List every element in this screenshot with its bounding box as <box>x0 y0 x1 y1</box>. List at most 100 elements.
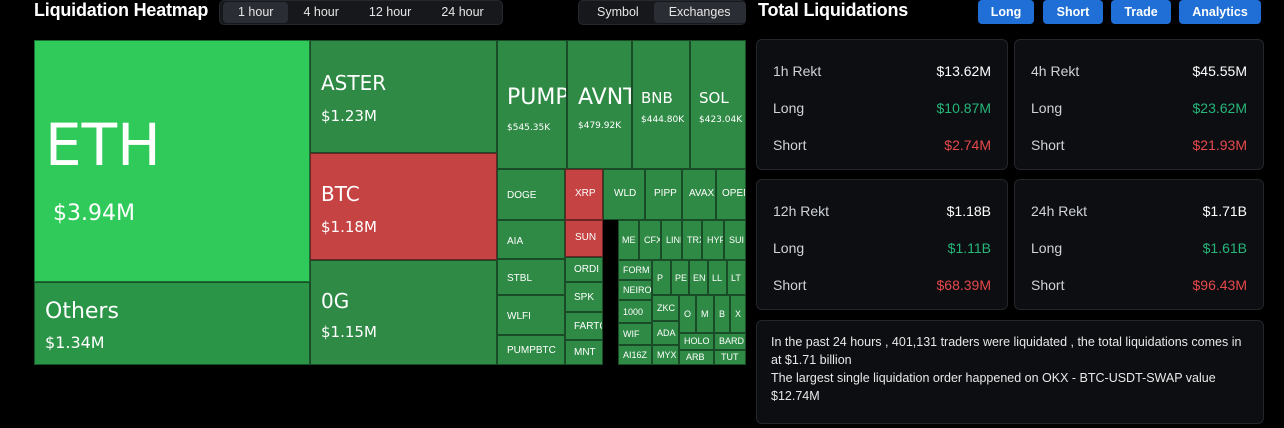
tile-symbol: P <box>657 273 664 283</box>
tile-value: $444.80K <box>641 115 685 125</box>
heatmap-tile-lt[interactable]: LT <box>727 260 746 295</box>
tile-symbol: PIPP <box>654 188 677 199</box>
tile-symbol: 0G <box>321 289 350 313</box>
tile-symbol: STBL <box>507 273 533 284</box>
tab-exchanges[interactable]: Exchanges <box>653 2 746 23</box>
heatmap-tile-sui[interactable]: SUI <box>724 220 746 260</box>
heatmap-tile-tut[interactable]: TUT <box>714 350 746 365</box>
heatmap-tile-avnt[interactable]: AVNT $479.92K <box>567 40 632 169</box>
heatmap-tile-hype[interactable]: HYPE <box>702 220 724 260</box>
tile-value: $1.15M <box>321 323 377 341</box>
heatmap-tile-0g[interactable]: 0G $1.15M <box>310 260 497 365</box>
view-selector: Symbol Exchanges <box>578 0 746 25</box>
tile-symbol: WIF <box>623 329 640 339</box>
heatmap-tile-open[interactable]: OPEN <box>716 169 746 220</box>
heatmap-tile-fartco[interactable]: FARTCO <box>565 312 603 340</box>
card-4h-rekt: 4h Rekt $45.55M Long $23.62M Short $21.93M <box>1014 39 1264 170</box>
heatmap-tile-p[interactable]: P <box>652 260 671 295</box>
heatmap-tile-zkc[interactable]: ZKC <box>652 295 679 321</box>
heatmap-tile-wlfi[interactable]: WLFI <box>497 295 565 335</box>
tile-value: $479.92K <box>578 121 622 131</box>
trade-button[interactable]: Trade <box>1111 0 1171 24</box>
tile-symbol: O <box>684 309 692 319</box>
tab-12-hour[interactable]: 12 hour <box>368 5 412 19</box>
long-value: $1.61B <box>1202 240 1247 256</box>
heatmap-tile-form[interactable]: FORM <box>618 260 652 280</box>
heatmap-tile-myx[interactable]: MYX <box>652 345 679 365</box>
tile-symbol: PUMPBTC <box>507 345 556 356</box>
tile-symbol: MNT <box>574 347 596 358</box>
heatmap-tile-pumpbtc[interactable]: PUMPBTC <box>497 335 565 365</box>
heatmap-tile-doge[interactable]: DOGE <box>497 169 565 220</box>
card-24h-rekt: 24h Rekt $1.71B Long $1.61B Short $96.43M <box>1014 179 1264 310</box>
heatmap-tile-wif[interactable]: WIF <box>618 323 652 345</box>
heatmap-tile-b[interactable]: B <box>714 295 730 333</box>
card-label: 1h Rekt <box>773 63 822 79</box>
tab-symbol[interactable]: Symbol <box>597 5 639 19</box>
tile-symbol: BNB <box>641 89 673 107</box>
heatmap-tile-aster[interactable]: ASTER $1.23M <box>310 40 497 153</box>
heatmap-tile-m[interactable]: M <box>696 295 714 333</box>
tile-symbol: X <box>735 309 742 319</box>
heatmap-tile-avax[interactable]: AVAX <box>682 169 716 220</box>
heatmap-tile-pipp[interactable]: PIPP <box>645 169 682 220</box>
heatmap-tile-others[interactable]: Others $1.34M <box>34 282 310 365</box>
tile-symbol: WLFI <box>507 311 531 322</box>
tile-value: $1.18M <box>321 218 377 236</box>
heatmap-tile-stbl[interactable]: STBL <box>497 259 565 295</box>
tile-symbol: FARTCO <box>574 321 602 332</box>
card-12h-rekt: 12h Rekt $1.18B Long $1.11B Short $68.39M <box>756 179 1008 310</box>
heatmap-tile-holo[interactable]: HOLO <box>679 333 714 350</box>
long-label: Long <box>773 240 805 256</box>
heatmap-tile-ll[interactable]: LL <box>708 260 727 295</box>
heatmap-tile-xrp[interactable]: XRP <box>565 169 603 220</box>
long-button[interactable]: Long <box>978 0 1034 24</box>
heatmap-tile-en[interactable]: EN <box>689 260 708 295</box>
long-label: Long <box>1031 100 1063 116</box>
tile-symbol: PE <box>675 273 688 283</box>
analytics-button[interactable]: Analytics <box>1179 0 1261 24</box>
heatmap-tile-spk[interactable]: SPK <box>565 282 603 312</box>
tab-4-hour[interactable]: 4 hour <box>303 5 339 19</box>
heatmap-tile-btc[interactable]: BTC $1.18M <box>310 153 497 260</box>
heatmap-tile-neiro[interactable]: NEIRO <box>618 280 652 300</box>
heatmap-tile-aia[interactable]: AIA <box>497 220 565 259</box>
tile-symbol: Others <box>45 299 119 324</box>
heatmap-tile-bard[interactable]: BARD <box>714 333 746 350</box>
liquidation-summary: In the past 24 hours , 401,131 traders w… <box>756 320 1264 424</box>
heatmap-tile-cfx[interactable]: CFX <box>639 220 661 260</box>
tile-symbol: EN <box>693 273 706 283</box>
tab-24-hour[interactable]: 24 hour <box>441 5 484 19</box>
heatmap-tile-eth[interactable]: ETH $3.94M <box>34 40 310 282</box>
tile-symbol: B <box>719 309 726 319</box>
heatmap-tile-ai16z[interactable]: AI16Z <box>618 345 652 365</box>
heatmap-tile-sun[interactable]: SUN <box>565 220 603 257</box>
heatmap-tile-pe[interactable]: PE <box>671 260 689 295</box>
heatmap-tile-o[interactable]: O <box>679 295 696 333</box>
tab-1-hour[interactable]: 1 hour <box>223 2 289 23</box>
tile-symbol: ME <box>622 235 636 245</box>
heatmap-tile-link[interactable]: LINK <box>661 220 682 260</box>
total-liquidations-title: Total Liquidations <box>758 0 909 20</box>
heatmap-tile-wld[interactable]: WLD <box>603 169 645 220</box>
long-label: Long <box>1031 240 1063 256</box>
short-label: Short <box>773 137 807 153</box>
heatmap-tile-bnb[interactable]: BNB $444.80K <box>632 40 690 169</box>
short-button[interactable]: Short <box>1043 0 1103 24</box>
heatmap-tile-x[interactable]: X <box>730 295 746 333</box>
heatmap-tile-mnt[interactable]: MNT <box>565 340 603 365</box>
heatmap-tile-sol[interactable]: SOL $423.04K <box>690 40 746 169</box>
heatmap-tile-ada[interactable]: ADA <box>652 321 679 345</box>
heatmap-tile-me[interactable]: ME <box>618 220 639 260</box>
heatmap-tile-1000[interactable]: 1000 <box>618 300 652 323</box>
tile-symbol: MYX <box>657 350 677 360</box>
card-1h-rekt: 1h Rekt $13.62M Long $10.87M Short $2.74M <box>756 39 1008 170</box>
long-value: $10.87M <box>936 100 991 116</box>
heatmap-tile-pump[interactable]: PUMP $545.35K <box>497 40 567 169</box>
tile-symbol: AVNT <box>578 85 632 110</box>
heatmap-tile-arb[interactable]: ARB <box>679 350 714 365</box>
heatmap-tile-ordi[interactable]: ORDI <box>565 257 603 282</box>
tile-symbol: LINK <box>666 235 681 245</box>
tile-symbol: AIA <box>507 236 524 247</box>
heatmap-tile-trx[interactable]: TRX <box>682 220 702 260</box>
